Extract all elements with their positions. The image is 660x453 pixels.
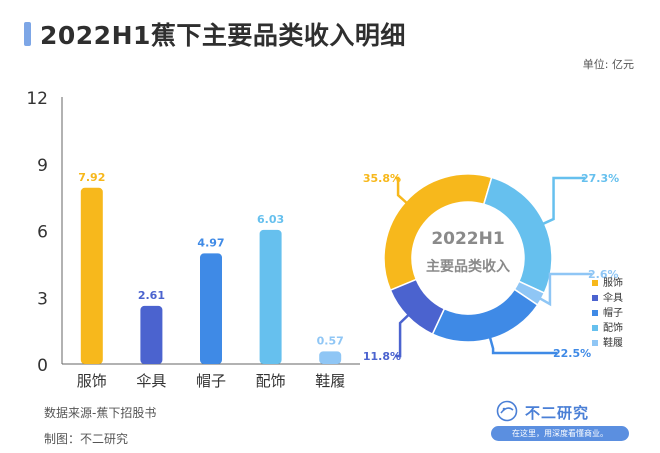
legend-label: 鞋履	[603, 336, 623, 349]
bar-value-label: 6.03	[257, 213, 284, 226]
legend-label: 伞具	[603, 291, 623, 304]
bar-4	[259, 229, 282, 364]
donut-value-label: 22.5%	[553, 347, 591, 360]
legend-label: 帽子	[603, 306, 623, 319]
donut-slice-5	[389, 278, 446, 336]
x-tick-label: 配饰	[256, 372, 286, 390]
bar-5	[319, 351, 342, 364]
donut-leader-line	[538, 176, 585, 227]
bar-value-label: 7.92	[78, 171, 105, 184]
x-tick-label: 服饰	[77, 372, 107, 390]
x-tick-label: 帽子	[196, 372, 226, 390]
y-tick-label: 9	[37, 156, 48, 176]
data-source: 数据来源-蕉下招股书	[44, 406, 157, 420]
donut-center-subtitle: 主要品类收入	[426, 258, 510, 275]
bar-value-label: 4.97	[197, 236, 224, 249]
y-tick-label: 12	[26, 89, 48, 109]
legend-swatch	[592, 340, 598, 346]
donut-value-label: 35.8%	[363, 172, 401, 185]
legend-label: 服饰	[603, 276, 623, 289]
legend-swatch	[592, 310, 598, 316]
bar-1	[80, 187, 103, 364]
unit-label: 单位: 亿元	[582, 58, 634, 71]
donut-value-label: 2.6%	[588, 268, 619, 281]
donut-leader-line	[395, 176, 411, 207]
bar-3	[200, 253, 222, 364]
donut-value-label: 11.8%	[363, 350, 401, 363]
legend-swatch	[592, 280, 598, 286]
donut-value-label: 27.3%	[581, 172, 619, 185]
title-accent-bar	[24, 22, 31, 46]
bar-value-label: 2.61	[138, 289, 165, 302]
donut-leader-line	[395, 311, 413, 358]
donut-leader-line	[535, 272, 592, 307]
donut-leader-line	[487, 332, 557, 355]
legend-swatch	[592, 295, 598, 301]
x-tick-label: 鞋履	[315, 372, 345, 390]
bar-2	[140, 305, 163, 364]
y-tick-label: 6	[37, 223, 48, 243]
legend-swatch	[592, 325, 598, 331]
legend-label: 配饰	[603, 321, 623, 334]
donut-center-title: 2022H1	[431, 229, 504, 249]
page-title: 2022H1蕉下主要品类收入明细	[40, 21, 406, 50]
bar-value-label: 0.57	[317, 334, 344, 347]
brand-slogan: 在这里，用深度看懂商业。	[491, 426, 629, 441]
brand-logo-block: 不二研究 在这里，用深度看懂商业。	[487, 400, 633, 442]
brand-logo-icon	[496, 400, 518, 422]
donut-slice-4	[431, 288, 539, 343]
brand-name: 不二研究	[525, 404, 590, 422]
y-tick-label: 0	[37, 356, 48, 376]
y-tick-label: 3	[37, 289, 48, 309]
chart-maker: 制图：不二研究	[44, 432, 129, 446]
x-tick-label: 伞具	[136, 372, 166, 390]
